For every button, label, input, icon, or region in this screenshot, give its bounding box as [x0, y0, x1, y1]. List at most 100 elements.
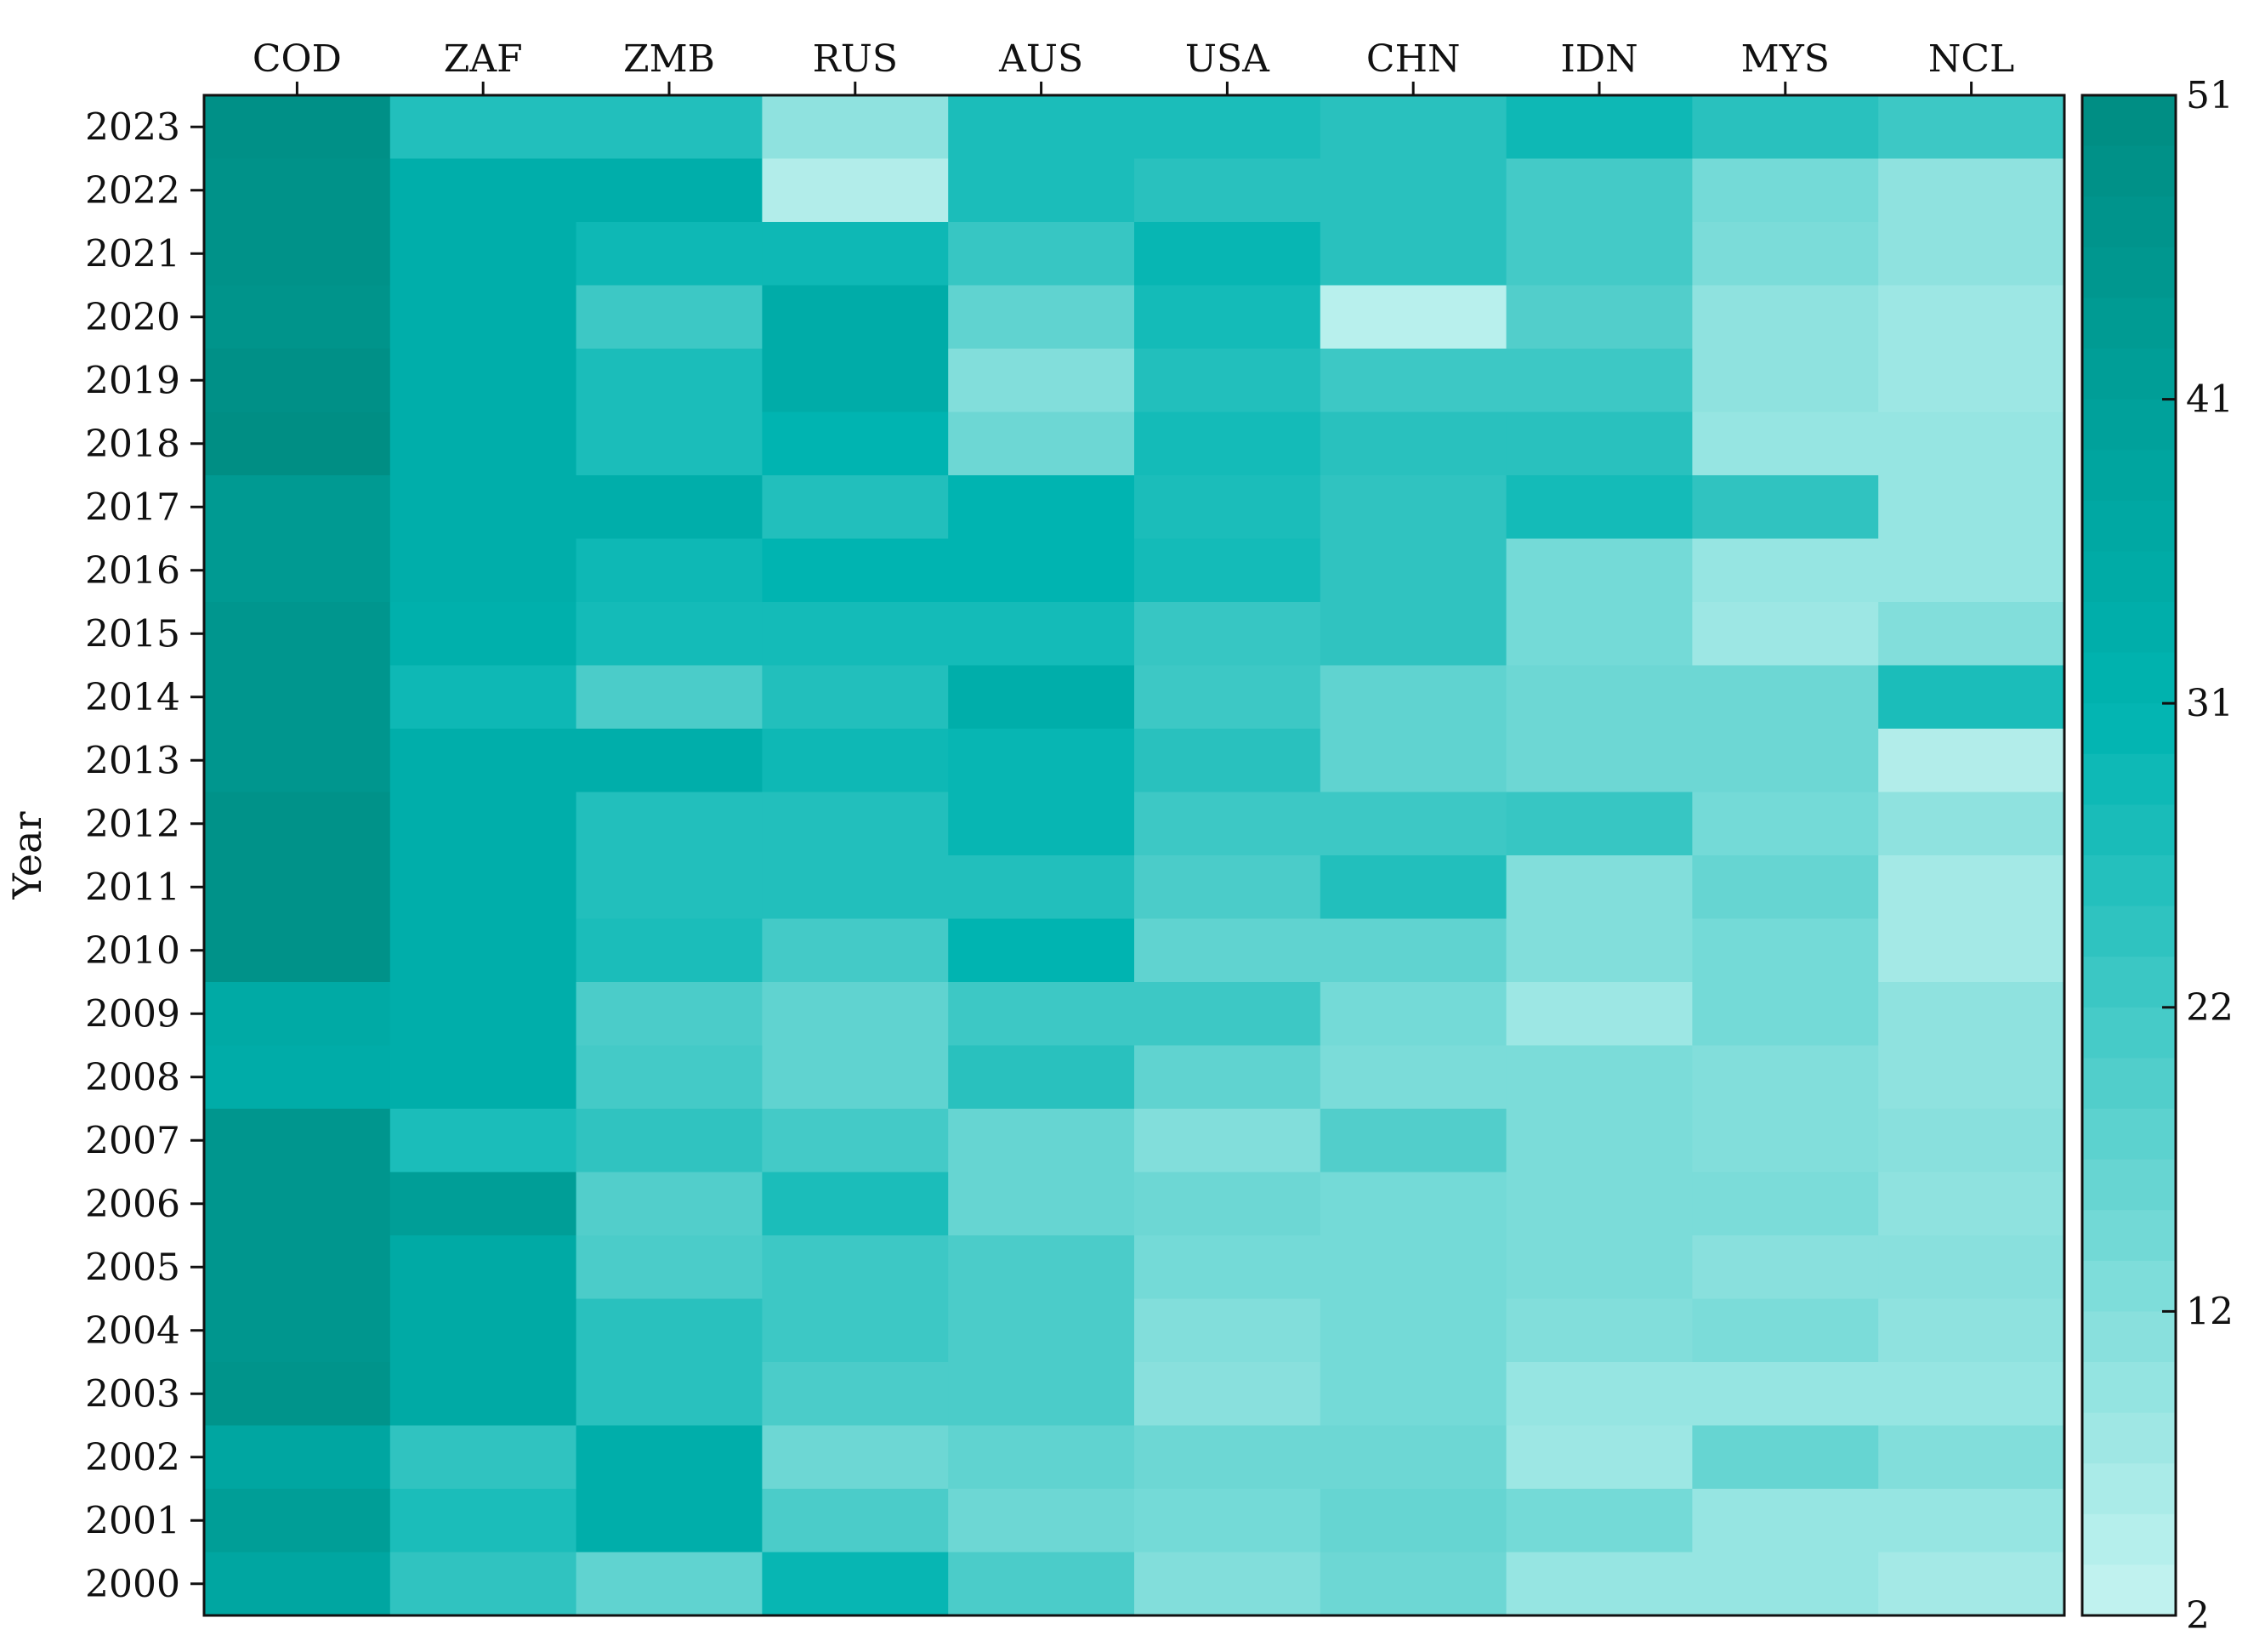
- heatmap-cell: [1320, 982, 1507, 1047]
- heatmap-cell: [1878, 665, 2065, 729]
- heatmap-cell: [762, 1298, 949, 1363]
- heatmap-cell: [1134, 918, 1321, 983]
- heatmap-cell: [576, 665, 763, 729]
- heatmap-cell: [576, 982, 763, 1047]
- heatmap-cell: [1320, 1425, 1507, 1490]
- heatmap-cell: [948, 665, 1135, 729]
- heatmap-cell: [1692, 222, 1879, 287]
- heatmap-cell: [1692, 158, 1879, 223]
- colorbar-segment: [2082, 450, 2176, 502]
- y-tick-label: 2012: [85, 803, 180, 846]
- heatmap-cell: [1320, 222, 1507, 287]
- y-tick-label: 2010: [85, 929, 180, 973]
- heatmap-cell: [1320, 792, 1507, 856]
- heatmap-cell: [1506, 1425, 1693, 1490]
- heatmap-cell: [762, 918, 949, 983]
- heatmap-cell: [1878, 538, 2065, 603]
- heatmap-cell: [1692, 1172, 1879, 1236]
- heatmap-cell: [576, 285, 763, 349]
- heatmap-cell: [1506, 1298, 1693, 1363]
- heatmap-cell: [1506, 538, 1693, 603]
- heatmap-cell: [1692, 285, 1879, 349]
- heatmap-cell: [1878, 855, 2065, 920]
- heatmap-cell: [576, 1172, 763, 1236]
- heatmap-cell: [1878, 1172, 2065, 1236]
- heatmap-cell: [576, 538, 763, 603]
- heatmap-cell: [1506, 665, 1693, 729]
- heatmap-cell: [1506, 1235, 1693, 1300]
- y-tick-label: 2000: [85, 1563, 180, 1606]
- y-tick-label: 2002: [85, 1436, 180, 1479]
- heatmap-cell: [204, 1425, 391, 1490]
- heatmap-cell: [762, 285, 949, 349]
- x-tick-label: NCL: [1928, 37, 2014, 81]
- y-tick-label: 2013: [85, 739, 180, 782]
- y-tick-label: 2022: [85, 169, 180, 213]
- y-tick-label: 2006: [85, 1183, 180, 1226]
- heatmap-cell: [762, 855, 949, 920]
- heatmap-cell: [204, 1235, 391, 1300]
- heatmap-cell: [1878, 982, 2065, 1047]
- heatmap-cell: [1506, 349, 1693, 413]
- heatmap-cell: [204, 1045, 391, 1110]
- heatmap-cell: [576, 1362, 763, 1427]
- heatmap-cell: [576, 95, 763, 160]
- y-tick-label: 2020: [85, 296, 180, 339]
- heatmap-cell: [1878, 475, 2065, 540]
- heatmap-cell: [1692, 1362, 1879, 1427]
- heatmap-cell: [762, 349, 949, 413]
- heatmap-cell: [1878, 1552, 2065, 1616]
- heatmap-cell: [1692, 538, 1879, 603]
- colorbar-segment: [2082, 551, 2176, 603]
- colorbar-segment: [2082, 349, 2176, 400]
- heatmap-cell: [1506, 412, 1693, 476]
- y-tick-label: 2016: [85, 549, 180, 593]
- heatmap-cell: [1878, 792, 2065, 856]
- heatmap-cell: [576, 1425, 763, 1490]
- heatmap-cell: [1692, 1425, 1879, 1490]
- heatmap-cell: [1506, 729, 1693, 793]
- heatmap-cell: [948, 158, 1135, 223]
- colorbar-tick-label: 51: [2186, 74, 2234, 117]
- heatmap-cell: [389, 1172, 577, 1236]
- heatmap-cell: [1320, 665, 1507, 729]
- heatmap-cell: [948, 412, 1135, 476]
- y-tick-label: 2018: [85, 423, 180, 466]
- y-tick-label: 2004: [85, 1309, 180, 1353]
- colorbar-segment: [2082, 855, 2176, 907]
- heatmap-cell: [389, 918, 577, 983]
- x-tick-label: AUS: [998, 37, 1083, 81]
- heatmap-cell: [576, 412, 763, 476]
- y-tick-label: 2019: [85, 359, 180, 402]
- heatmap-cell: [762, 1425, 949, 1490]
- heatmap-cell: [1506, 475, 1693, 540]
- heatmap-cell: [389, 1489, 577, 1553]
- heatmap-cell: [762, 95, 949, 160]
- heatmap-cell: [1134, 285, 1321, 349]
- colorbar-segment: [2082, 1159, 2176, 1211]
- heatmap-cell: [204, 95, 391, 160]
- y-tick-label: 2014: [85, 676, 180, 719]
- colorbar-segment: [2082, 1564, 2176, 1616]
- heatmap-cell: [576, 349, 763, 413]
- heatmap-cell: [762, 412, 949, 476]
- heatmap-cell: [576, 475, 763, 540]
- heatmap-cell: [204, 412, 391, 476]
- heatmap-cell: [1878, 918, 2065, 983]
- heatmap-cell: [948, 1362, 1135, 1427]
- y-axis-label: Year: [4, 811, 50, 900]
- heatmap-cell: [948, 982, 1135, 1047]
- x-tick-label: COD: [253, 37, 342, 81]
- colorbar-segment: [2082, 753, 2176, 805]
- heatmap-cell: [1134, 222, 1321, 287]
- heatmap-cell: [1878, 158, 2065, 223]
- heatmap-cell: [1878, 1109, 2065, 1173]
- plot-frame: [202, 94, 2066, 1617]
- heatmap-cell: [1506, 855, 1693, 920]
- heatmap-cell: [1692, 855, 1879, 920]
- heatmap-cell: [1320, 158, 1507, 223]
- heatmap-cell: [204, 538, 391, 603]
- heatmap-cell: [389, 1298, 577, 1363]
- y-tick-label: 2017: [85, 485, 180, 529]
